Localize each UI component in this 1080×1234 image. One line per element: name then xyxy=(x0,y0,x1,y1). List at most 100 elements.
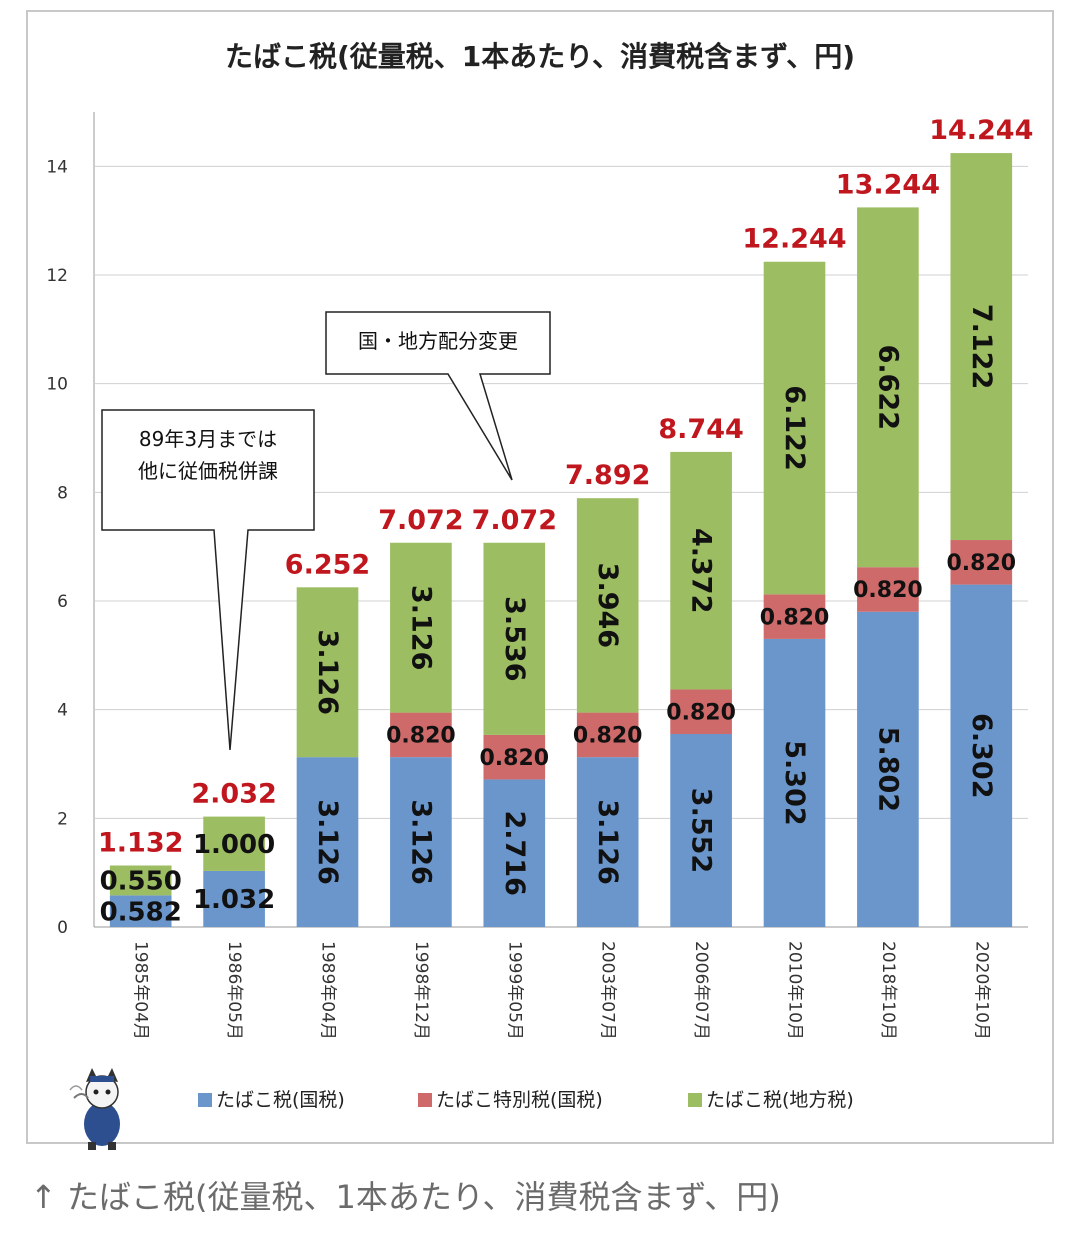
x-tick-label: 1998年12月 xyxy=(411,941,431,1040)
legend-label: たばこ税(国税) xyxy=(216,1089,345,1111)
data-label: 6.302 xyxy=(966,713,997,798)
data-label: 0.820 xyxy=(573,724,643,749)
total-label: 12.244 xyxy=(742,224,846,255)
legend-swatch xyxy=(688,1093,702,1107)
total-label: 1.132 xyxy=(98,827,183,858)
data-label: 6.622 xyxy=(872,345,903,430)
data-label: 2.716 xyxy=(499,811,530,896)
data-label: 3.536 xyxy=(499,596,530,681)
data-label: 5.302 xyxy=(779,740,810,825)
bar-segment xyxy=(857,207,919,568)
data-label: 0.820 xyxy=(947,551,1017,576)
x-tick-label: 2006年07月 xyxy=(691,941,711,1040)
total-label: 14.244 xyxy=(929,115,1033,146)
callout-text: 国・地方配分変更 xyxy=(358,329,518,353)
data-label: 6.122 xyxy=(779,385,810,470)
bar-segment xyxy=(950,540,1013,585)
bars-layer xyxy=(109,153,1013,927)
bar-segment xyxy=(576,498,639,713)
y-tick-label: 6 xyxy=(57,592,68,612)
data-label: 0.820 xyxy=(666,700,736,725)
data-label: 1.032 xyxy=(193,885,275,915)
legend-label: たばこ税(地方税) xyxy=(706,1089,854,1111)
total-label: 6.252 xyxy=(285,549,370,580)
legend: たばこ税(国税) たばこ特別税(国税) たばこ税(地方税) xyxy=(198,1089,854,1111)
bar-segment xyxy=(483,779,546,927)
data-label: 3.126 xyxy=(312,630,343,715)
data-label: 7.122 xyxy=(966,304,997,389)
data-label: 3.946 xyxy=(592,563,623,648)
x-tick-label: 1986年05月 xyxy=(224,941,244,1040)
chart-title: たばこ税(従量税、1本あたり、消費税含まず、円) xyxy=(225,40,855,73)
callout-box xyxy=(325,311,551,481)
mascot-illustration-icon xyxy=(69,1068,120,1150)
bar-segment xyxy=(670,451,732,690)
bar-segment xyxy=(483,734,546,780)
x-tick-label: 2020年10月 xyxy=(971,941,991,1040)
data-label: 0.820 xyxy=(760,605,830,630)
data-label: 3.126 xyxy=(405,799,436,884)
x-tick-label: 2010年10月 xyxy=(785,941,805,1040)
bar-segment xyxy=(670,734,732,927)
y-tick-label: 8 xyxy=(57,483,68,503)
bar-segment xyxy=(857,567,919,612)
data-label: 0.550 xyxy=(100,867,182,897)
bar-segment xyxy=(576,757,639,927)
chart-frame: たばこ税(従量税、1本あたり、消費税含まず、円) 0 2 4 6 8 10 12 14 0.5… xyxy=(26,10,1054,1150)
total-label: 7.072 xyxy=(472,505,557,536)
y-tick-label: 14 xyxy=(46,157,68,177)
bar-segment xyxy=(763,594,826,639)
x-tick-label: 2018年10月 xyxy=(878,941,898,1040)
y-tick-label: 10 xyxy=(46,375,68,395)
bar-segment xyxy=(296,587,359,758)
bar-segment xyxy=(576,712,639,758)
bar-segment xyxy=(763,261,826,595)
bar-segment xyxy=(857,611,919,927)
legend-swatch xyxy=(418,1093,432,1107)
y-tick-label: 2 xyxy=(57,809,68,829)
bar-segment xyxy=(483,542,546,735)
data-label: 0.820 xyxy=(386,724,456,749)
callout-text: 他に従価税併課 xyxy=(138,459,278,483)
y-tick-label: 12 xyxy=(46,266,68,286)
callout-box xyxy=(101,409,315,751)
x-tick-label: 1999年05月 xyxy=(504,941,524,1040)
data-label: 1.000 xyxy=(193,830,275,860)
x-tick-label: 1989年04月 xyxy=(318,941,338,1040)
x-tick-label: 1985年04月 xyxy=(131,941,151,1040)
bar-segment xyxy=(390,712,452,758)
bar-segment xyxy=(296,757,359,927)
data-label: 5.802 xyxy=(872,727,903,812)
data-label: 3.126 xyxy=(405,585,436,670)
bar-segment xyxy=(390,542,452,713)
total-label: 7.892 xyxy=(565,460,650,491)
x-tick-label: 2003年07月 xyxy=(598,941,618,1040)
chart-svg: たばこ税(従量税、1本あたり、消費税含まず、円) 0 2 4 6 8 10 12 14 0.5… xyxy=(46,40,1033,1111)
data-label: 3.126 xyxy=(312,799,343,884)
bar-segment xyxy=(109,895,172,927)
data-label: 0.820 xyxy=(853,578,923,603)
legend-swatch xyxy=(198,1093,212,1107)
bar-segment xyxy=(950,153,1013,541)
data-label: 0.582 xyxy=(100,897,182,927)
total-label: 13.244 xyxy=(836,169,940,200)
total-label: 8.744 xyxy=(658,414,743,445)
bar-segment xyxy=(670,689,732,735)
bar-segment xyxy=(390,757,452,927)
y-tick-label: 0 xyxy=(57,918,68,938)
bar-segment xyxy=(763,638,826,927)
data-label: 3.552 xyxy=(686,788,717,873)
data-label: 4.372 xyxy=(686,528,717,613)
y-tick-label: 4 xyxy=(57,701,68,721)
total-label: 7.072 xyxy=(378,505,463,536)
figure-caption: ↑ たばこ税(従量税、1本あたり、消費税含まず、円) xyxy=(30,1178,781,1216)
data-label: 0.820 xyxy=(480,746,550,771)
data-label: 3.126 xyxy=(592,799,623,884)
bar-segment xyxy=(109,865,172,896)
bar-segment xyxy=(203,816,265,871)
legend-label: たばこ特別税(国税) xyxy=(436,1089,603,1111)
total-label: 2.032 xyxy=(191,779,276,810)
bar-segment xyxy=(950,584,1013,927)
